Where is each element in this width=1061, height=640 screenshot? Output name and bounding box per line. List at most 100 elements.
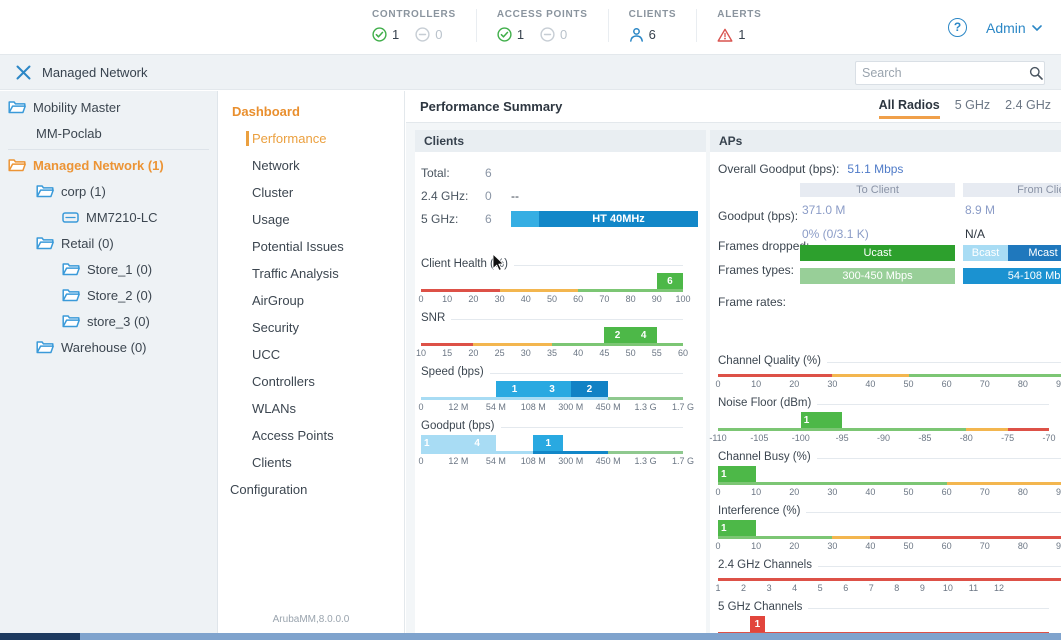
chart-title-label: 2.4 GHz Channels — [718, 559, 812, 571]
axis-tick-label: 100 — [675, 294, 691, 304]
chart-title-rule — [816, 458, 1061, 459]
axis-tick-label: 35 — [546, 348, 558, 358]
frames-bar-300-450-mbps: 300-450 Mbps — [800, 268, 955, 284]
nav-potential-issues[interactable]: Potential Issues — [252, 239, 344, 254]
axis-tick-label: 1.3 G — [634, 456, 657, 466]
tab-2-4-ghz[interactable]: 2.4 GHz — [1005, 98, 1051, 112]
stat-item-info[interactable]: 6 — [629, 27, 656, 42]
chart-title-rule — [826, 362, 1061, 363]
overall-goodput-value: 51.1 Mbps — [847, 162, 904, 176]
chart-client-health: Client Health (%) 6 0 10 20 30 40 50 60 70 80 90 100 — [418, 256, 690, 304]
tab-all-radios[interactable]: All Radios — [878, 98, 940, 119]
tree-item-corp-1-[interactable]: corp (1) — [0, 178, 217, 204]
chart-goodput-bps: Goodput (bps) 1 4 1 0 12 M 54 M 108 M 300 M 450 M… — [418, 418, 694, 466]
chart-title-rule — [806, 512, 1061, 513]
axis-tick-label: 60 — [941, 379, 952, 389]
axis-tick-label: 1.7 G — [671, 456, 695, 466]
dropped-from-client: N/A — [965, 227, 986, 241]
client-row-extra: -- — [511, 188, 519, 203]
nav-ucc[interactable]: UCC — [252, 347, 281, 362]
axis-segment — [832, 536, 871, 539]
chart-title-label: Interference (%) — [718, 505, 801, 517]
axis-tick-label: 80 — [1017, 487, 1028, 497]
tree-item-managed-network-1-[interactable]: Managed Network (1) — [0, 152, 217, 178]
tree-item-mobility-master[interactable]: Mobility Master — [0, 94, 217, 120]
axis-tick-label: 30 — [827, 541, 838, 551]
nav-traffic-analysis[interactable]: Traffic Analysis — [252, 266, 339, 281]
tree-item-store-2-0-[interactable]: Store_2 (0) — [0, 282, 217, 308]
nav-controllers[interactable]: Controllers — [252, 374, 315, 389]
nav-dashboard[interactable]: Dashboard — [232, 104, 300, 119]
nav-airgroup[interactable]: AirGroup — [252, 293, 305, 308]
chart-title-rule — [808, 608, 1049, 609]
frames-bar-mcast: Mcast — [1008, 245, 1061, 261]
close-icon[interactable] — [16, 65, 31, 80]
axis-segment — [421, 397, 609, 400]
folder-icon — [62, 262, 80, 276]
nav-performance[interactable]: Performance — [218, 125, 404, 152]
client-row-label: Total: — [421, 165, 450, 180]
column-header-from-client: From Client — [963, 183, 1061, 197]
nav-clients[interactable]: Clients — [252, 455, 292, 470]
axis-tick-label: 45 — [599, 348, 610, 358]
axis-tick-label: 10 — [442, 294, 453, 304]
stat-item-alert[interactable]: 1 — [717, 27, 746, 42]
search-input[interactable] — [856, 66, 1029, 80]
nav-access-points[interactable]: Access Points — [252, 428, 334, 443]
chart-bar: 4 — [458, 435, 496, 451]
nav-security[interactable]: Security — [252, 320, 299, 335]
axis-segment — [870, 536, 1061, 539]
nav-cluster[interactable]: Cluster — [252, 185, 294, 200]
tab-5-ghz[interactable]: 5 GHz — [954, 98, 991, 112]
chart-channel-busy: Channel Busy (%)10102030405060708090 — [715, 449, 1061, 497]
context-bar: Managed Network — [0, 54, 1061, 90]
stat-label: ALERTS — [717, 9, 762, 20]
user-icon — [629, 27, 644, 42]
network-tree: Mobility Master MM-Poclab Managed Network … — [0, 91, 218, 633]
axis-segment — [718, 578, 1061, 581]
nav-wlans[interactable]: WLANs — [252, 401, 297, 416]
axis-tick-label: 60 — [941, 541, 952, 551]
chart-title-label: Channel Quality (%) — [718, 355, 821, 367]
stat-item-up[interactable]: 1 — [372, 27, 399, 42]
check-circle-icon — [497, 27, 512, 42]
axis-tick-label: 80 — [1017, 541, 1028, 551]
tree-item-mm7210-lc[interactable]: MM7210-LC — [0, 204, 217, 230]
axis-tick-label: 20 — [468, 294, 479, 304]
tree-item-mm-poclab[interactable]: MM-Poclab — [0, 120, 217, 146]
admin-menu[interactable]: Admin — [986, 20, 1042, 36]
axis-tick-label: -75 — [1001, 433, 1015, 443]
tree-item-label: Warehouse (0) — [61, 339, 147, 355]
stat-item-down[interactable]: 0 — [415, 27, 442, 42]
main-content: Performance Summary All Radios 5 GHz 2.4 G… — [406, 91, 1061, 640]
search-icon[interactable] — [1029, 66, 1043, 80]
axis-tick-label: 20 — [468, 348, 479, 358]
chart-speed-bps: Speed (bps) 1 3 2 0 12 M 54 M 108 M 300 M 450 M 1.… — [418, 364, 694, 412]
tree-item-store-1-0-[interactable]: Store_1 (0) — [0, 256, 217, 282]
chart-bar: 2 — [604, 327, 631, 343]
client-row-value: 6 — [485, 211, 492, 226]
page-title: Performance Summary — [420, 99, 563, 114]
axis-segment — [966, 428, 1008, 431]
tree-item-store-3-0-[interactable]: store_3 (0) — [0, 308, 217, 334]
axis-tick-label: 0 — [715, 379, 721, 389]
axis-tick-label: 60 — [573, 294, 584, 304]
stat-item-down[interactable]: 0 — [540, 27, 567, 42]
axis-tick-label: 90 — [1055, 379, 1061, 389]
nav-configuration[interactable]: Configuration — [230, 482, 308, 497]
chart-title-rule — [817, 404, 1049, 405]
tree-item-warehouse-0-[interactable]: Warehouse (0) — [0, 334, 217, 360]
video-progress-bar[interactable] — [0, 633, 1061, 640]
stat-item-up[interactable]: 1 — [497, 27, 524, 42]
frame-rates-from-client: 54-108 Mbps — [963, 268, 1061, 284]
axis-tick-label: 60 — [941, 487, 952, 497]
stat-group-controllers: CONTROLLERS 1 0 — [352, 9, 477, 42]
frame-types-from-client: Bcast Mcast — [963, 245, 1061, 261]
nav-usage[interactable]: Usage — [252, 212, 290, 227]
folder-icon — [62, 314, 80, 328]
help-icon[interactable]: ? — [948, 18, 967, 37]
axis-segment — [421, 451, 534, 454]
tree-item-retail-0-[interactable]: Retail (0) — [0, 230, 217, 256]
nav-network[interactable]: Network — [252, 158, 300, 173]
